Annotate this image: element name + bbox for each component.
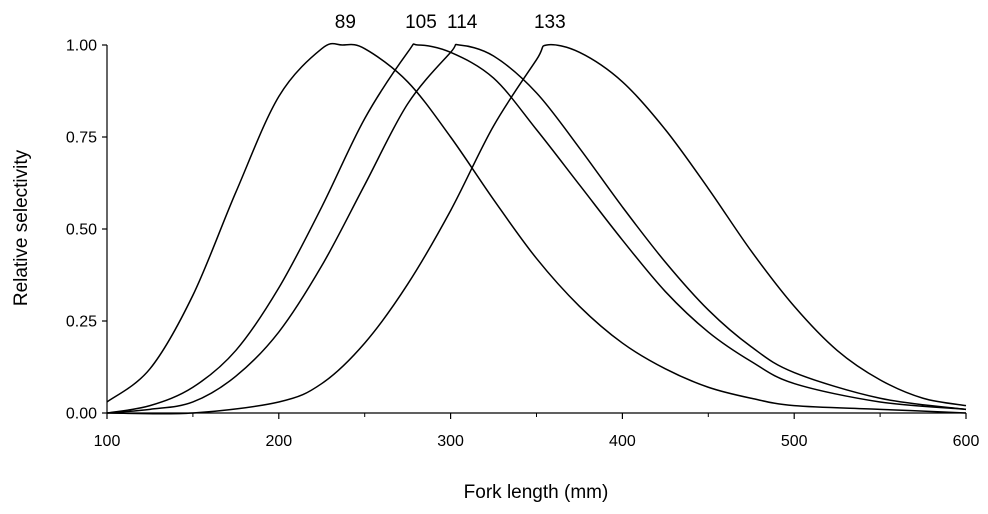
y-axis-title: Relative selectivity <box>11 149 32 306</box>
x-tick-label: 600 <box>953 433 980 450</box>
y-tick-label: 0.50 <box>66 222 97 239</box>
series-label-114: 114 <box>447 12 478 33</box>
series-line-114 <box>106 43 967 414</box>
series-line-89 <box>106 42 967 414</box>
axes: 0.00 0.25 0.50 0.75 1.00 100 200 300 400 500 600 <box>66 38 980 451</box>
x-tick-label: 200 <box>265 433 292 450</box>
series-labels: 89 105 114 133 <box>335 12 566 33</box>
series-label-89: 89 <box>335 12 356 33</box>
y-tick-label: 1.00 <box>66 38 97 55</box>
y-tick-label: 0.00 <box>66 406 97 423</box>
x-tick-label: 300 <box>437 433 464 450</box>
x-tick-label: 100 <box>94 433 121 450</box>
series-line-105 <box>106 43 967 414</box>
y-tick-label: 0.75 <box>66 130 97 147</box>
series-label-105: 105 <box>405 12 437 33</box>
series-group <box>106 42 967 415</box>
x-axis-title: Fork length (mm) <box>464 482 609 503</box>
series-line-133 <box>106 43 967 415</box>
x-tick-label: 400 <box>609 433 636 450</box>
y-tick-label: 0.25 <box>66 314 97 331</box>
x-tick-label: 500 <box>781 433 808 450</box>
series-label-133: 133 <box>534 12 566 33</box>
